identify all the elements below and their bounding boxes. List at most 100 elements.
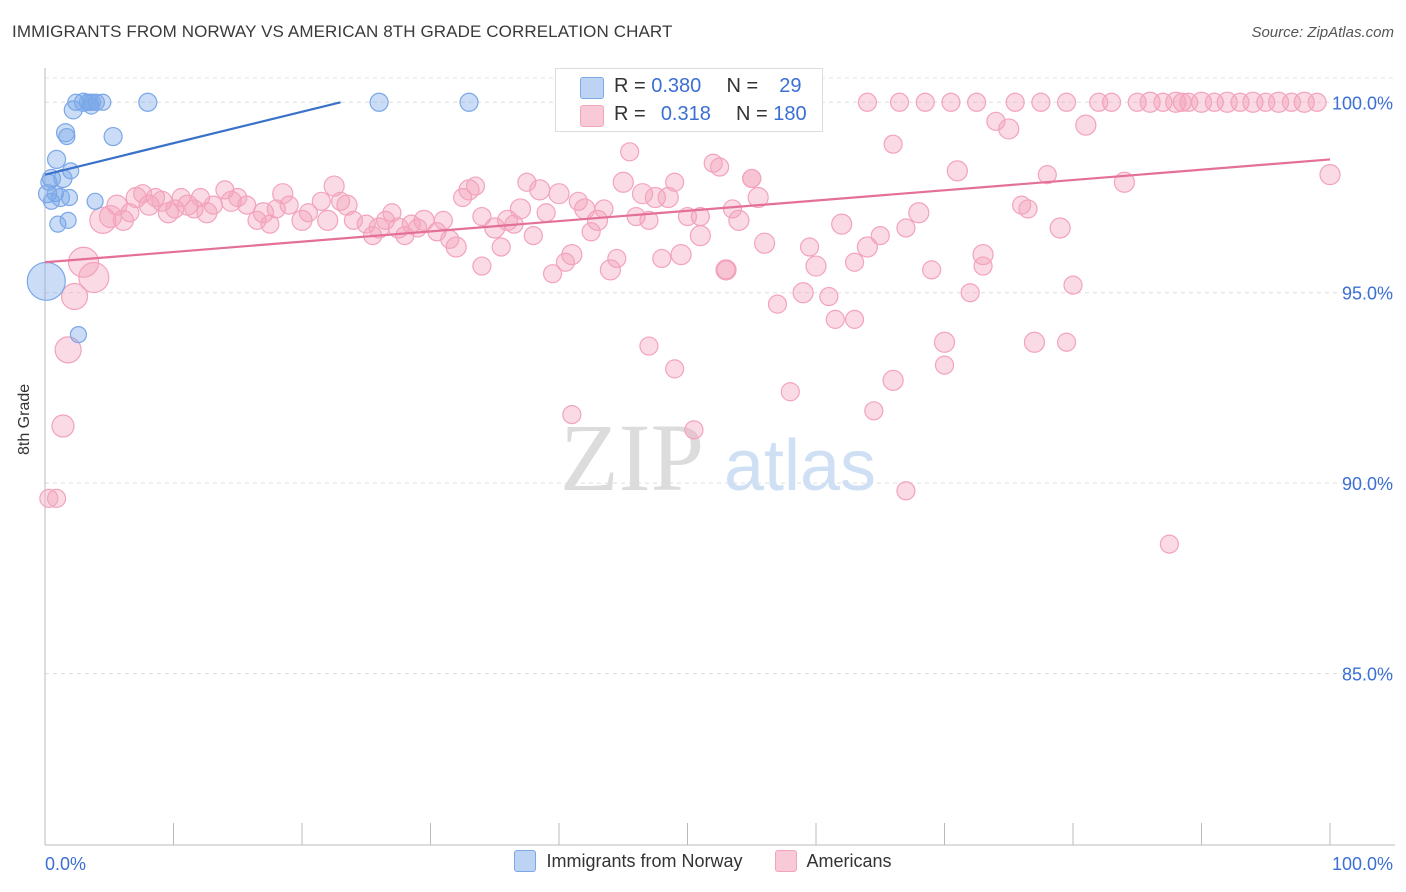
- point-1-16: [151, 190, 173, 212]
- legend-item-americans[interactable]: Americans: [774, 850, 892, 872]
- stats-r-norway: 0.380: [651, 75, 702, 97]
- point-1-60: [472, 206, 492, 227]
- point-1-159: [857, 92, 878, 112]
- point-1-11: [120, 203, 140, 223]
- point-1-24: [203, 195, 223, 215]
- point-1-69: [536, 203, 556, 223]
- legend-item-norway[interactable]: Immigrants from Norway: [514, 850, 743, 872]
- point-1-108: [844, 309, 865, 329]
- point-1-54: [433, 210, 453, 230]
- point-1-100: [753, 232, 776, 254]
- point-1-169: [934, 355, 955, 375]
- point-1-13: [133, 184, 153, 204]
- point-1-3: [54, 336, 82, 364]
- point-0-0: [26, 261, 66, 301]
- legend-label-americans: Americans: [806, 850, 892, 871]
- point-1-80: [607, 248, 627, 269]
- point-1-103: [792, 282, 814, 304]
- point-1-7: [89, 206, 117, 234]
- tick-labels: 100.0% 95.0% 90.0% 85.0% 0.0% 100.0%: [45, 93, 1393, 874]
- point-1-32: [266, 199, 286, 219]
- point-1-160: [889, 92, 910, 112]
- point-1-153: [639, 336, 659, 356]
- point-1-70: [542, 264, 563, 284]
- point-1-105: [805, 255, 827, 277]
- point-1-154: [665, 359, 685, 379]
- point-1-85: [639, 210, 659, 230]
- point-0-26: [138, 92, 158, 112]
- point-1-4: [60, 282, 89, 311]
- point-1-157: [896, 481, 916, 501]
- chart-title: IMMIGRANTS FROM NORWAY VS AMERICAN 8TH G…: [12, 22, 673, 41]
- point-1-37: [311, 191, 331, 211]
- stats-r-label-americans: R =: [614, 103, 646, 125]
- point-0-23: [87, 93, 106, 111]
- y-tick-label-2: 90.0%: [1342, 474, 1393, 494]
- legend: Immigrants from Norway Americans: [0, 850, 1406, 872]
- point-1-145: [1307, 92, 1327, 112]
- point-1-128: [1101, 92, 1122, 112]
- point-1-125: [1063, 275, 1083, 295]
- point-1-30: [252, 202, 275, 224]
- point-1-18: [165, 199, 185, 219]
- data-points: [26, 91, 1341, 554]
- point-1-36: [298, 203, 319, 223]
- y-tick-label-3: 85.0%: [1342, 665, 1393, 685]
- point-1-86: [644, 186, 666, 209]
- point-1-5: [67, 246, 100, 278]
- point-1-92: [689, 224, 711, 247]
- legend-swatch-americans: [774, 850, 797, 872]
- point-1-94: [710, 157, 730, 177]
- point-0-12: [59, 211, 77, 229]
- point-1-172: [883, 134, 903, 154]
- point-0-25: [103, 126, 123, 147]
- point-0-22: [86, 192, 104, 210]
- point-1-46: [375, 210, 396, 230]
- stats-n-americans: 180: [773, 103, 807, 125]
- point-1-146: [1319, 164, 1341, 186]
- source-label: Source: ZipAtlas.com: [1251, 24, 1394, 41]
- point-1-84: [631, 183, 654, 205]
- axes: [44, 68, 1395, 846]
- point-1-107: [831, 213, 853, 235]
- point-1-117: [960, 283, 980, 303]
- point-1-111: [882, 369, 904, 391]
- point-1-158: [1159, 534, 1179, 554]
- stats-n-label-norway: N =: [726, 75, 759, 97]
- trend-line-0: [44, 101, 341, 176]
- point-1-68: [529, 179, 551, 201]
- stats-r-label-norway: R =: [614, 75, 646, 97]
- point-1-1: [46, 488, 67, 508]
- point-1-152: [562, 405, 582, 425]
- point-1-168: [825, 309, 845, 329]
- stats-n-norway: 29: [779, 75, 802, 97]
- point-0-27: [369, 92, 389, 112]
- point-1-104: [799, 237, 820, 257]
- point-1-149: [742, 168, 762, 189]
- point-1-114: [922, 260, 942, 280]
- point-1-87: [652, 248, 672, 269]
- point-1-122: [1023, 331, 1046, 353]
- point-1-10: [112, 209, 134, 231]
- watermark-atlas: atlas: [724, 426, 876, 506]
- point-1-120: [998, 118, 1020, 140]
- point-1-15: [145, 187, 166, 208]
- point-1-77: [586, 209, 609, 231]
- point-1-78: [594, 199, 614, 219]
- point-1-66: [517, 172, 537, 192]
- point-0-10: [55, 123, 76, 143]
- stats-swatch-americans: [580, 105, 604, 127]
- point-1-166: [1056, 92, 1077, 112]
- legend-swatch-norway: [514, 850, 537, 872]
- point-1-38: [317, 209, 339, 231]
- point-1-155: [684, 420, 704, 440]
- point-1-151: [690, 206, 710, 227]
- stats-swatch-norway: [580, 77, 604, 99]
- point-1-112: [896, 218, 916, 238]
- point-1-62: [491, 237, 511, 257]
- point-1-164: [1005, 92, 1025, 112]
- point-1-126: [1075, 114, 1097, 136]
- point-0-6: [46, 149, 67, 170]
- point-0-24: [94, 93, 112, 111]
